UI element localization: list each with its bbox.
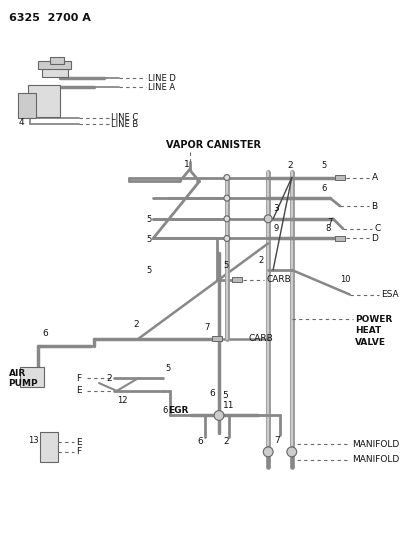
Circle shape (223, 216, 229, 222)
Text: 2: 2 (287, 161, 293, 170)
Text: 5: 5 (146, 266, 151, 276)
Text: A: A (371, 173, 377, 182)
Circle shape (286, 447, 296, 457)
Circle shape (223, 174, 229, 181)
Text: 7: 7 (204, 324, 209, 333)
Text: 9: 9 (272, 224, 278, 233)
Bar (211, 336, 221, 341)
Circle shape (264, 215, 272, 223)
Text: 6325  2700 A: 6325 2700 A (9, 13, 90, 23)
Text: MANIFOLD: MANIFOLD (351, 440, 398, 448)
Text: 2: 2 (106, 374, 111, 383)
Text: C: C (373, 224, 380, 233)
Bar (50, 56, 63, 64)
Text: 1: 1 (183, 160, 189, 169)
Text: AIR: AIR (9, 369, 26, 378)
Circle shape (223, 236, 229, 241)
Text: 5: 5 (221, 391, 227, 400)
Bar (18, 93, 36, 118)
Text: 12: 12 (117, 396, 127, 405)
Text: F: F (76, 447, 81, 456)
Text: 5: 5 (321, 161, 326, 170)
Text: HEAT: HEAT (354, 326, 380, 335)
Text: F: F (76, 374, 81, 383)
Text: 2: 2 (222, 437, 228, 446)
Text: B: B (371, 201, 377, 211)
Text: MANIFOLD: MANIFOLD (351, 455, 398, 464)
Text: 5: 5 (222, 261, 228, 270)
Bar (38, 61, 71, 69)
Text: EGR: EGR (167, 406, 188, 415)
Text: 5: 5 (146, 235, 151, 244)
Text: 13: 13 (28, 435, 39, 445)
Text: 10: 10 (339, 275, 350, 284)
Text: LINE A: LINE A (148, 83, 175, 92)
Text: CARB: CARB (265, 275, 290, 284)
Text: 8: 8 (324, 224, 330, 233)
Bar (334, 175, 344, 180)
Bar (28, 85, 60, 117)
Text: 11: 11 (222, 401, 234, 410)
Text: LINE D: LINE D (148, 74, 175, 83)
Text: CARB: CARB (248, 334, 272, 343)
Bar (231, 277, 241, 282)
Text: 7: 7 (326, 218, 332, 227)
Text: 3: 3 (272, 205, 278, 214)
Text: E: E (76, 438, 82, 447)
Text: 7: 7 (273, 435, 279, 445)
Text: E: E (76, 386, 81, 395)
Text: 5: 5 (146, 215, 151, 224)
Circle shape (213, 410, 223, 421)
Bar (20, 367, 44, 387)
Text: PUMP: PUMP (9, 378, 38, 387)
Text: LINE B: LINE B (110, 120, 138, 129)
Text: 6: 6 (321, 184, 326, 193)
Bar (40, 432, 58, 462)
Text: 2: 2 (133, 319, 139, 328)
Text: ESA: ESA (380, 290, 398, 299)
Bar (42, 66, 67, 77)
Text: 6: 6 (162, 406, 167, 415)
Circle shape (263, 447, 272, 457)
Text: 5: 5 (164, 364, 170, 373)
Circle shape (223, 195, 229, 201)
Text: 6: 6 (209, 389, 214, 398)
Text: VAPOR CANISTER: VAPOR CANISTER (166, 140, 260, 150)
Text: VALVE: VALVE (354, 338, 385, 347)
Bar (334, 236, 344, 241)
Text: LINE C: LINE C (110, 113, 138, 122)
Text: 6: 6 (197, 437, 202, 446)
Text: 2: 2 (258, 256, 263, 264)
Text: 6: 6 (42, 329, 47, 338)
Text: 4: 4 (18, 118, 24, 127)
Text: D: D (371, 234, 378, 243)
Text: POWER: POWER (354, 314, 391, 324)
